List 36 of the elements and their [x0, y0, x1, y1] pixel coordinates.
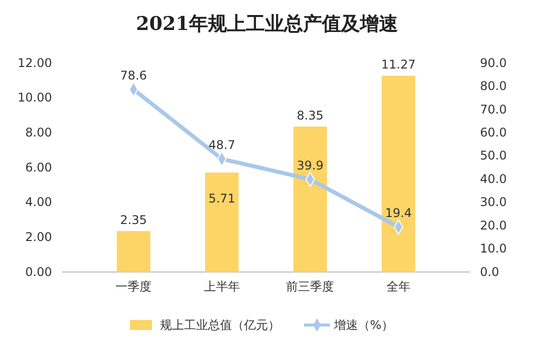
y-tick-label: 0.00 [25, 264, 52, 279]
data-label: 2.35 [120, 213, 147, 228]
bar [382, 76, 416, 272]
y-tick-label: 2.00 [25, 230, 52, 244]
y2-tick-label: 50.0 [480, 148, 507, 163]
data-label: 48.7 [208, 138, 236, 152]
x-tick-label: 前三季度 [286, 280, 334, 294]
y2-tick-label: 20.0 [480, 218, 507, 232]
bar [116, 231, 150, 272]
y2-tick-label: 30.0 [480, 195, 507, 210]
x-tick-label: 全年 [386, 280, 410, 294]
data-label: 78.6 [120, 68, 147, 82]
bar [205, 172, 239, 272]
y-tick-label: 6.00 [25, 160, 52, 174]
data-label: 11.27 [381, 58, 416, 72]
y2-tick-label: 10.0 [480, 242, 507, 256]
y2-tick-label: 0.0 [480, 264, 500, 279]
legend-label: 规上工业总值（亿元） [160, 318, 280, 332]
x-tick-label: 一季度 [116, 280, 152, 294]
y2-tick-label: 60.0 [480, 126, 507, 140]
y2-tick-label: 70.0 [480, 102, 507, 116]
data-label: 19.4 [385, 206, 412, 220]
data-label: 8.35 [296, 108, 324, 123]
y2-tick-label: 80.0 [480, 79, 507, 94]
y-tick-label: 4.00 [25, 195, 52, 210]
data-label: 5.71 [208, 192, 236, 206]
y2-tick-label: 40.0 [480, 172, 507, 186]
y-tick-label: 8.00 [25, 126, 52, 140]
x-tick-label: 上半年 [204, 280, 240, 294]
legend-label: 增速（%） [333, 318, 394, 332]
y-tick-label: 10.00 [18, 90, 52, 105]
y2-tick-label: 90.0 [480, 56, 507, 70]
bar [293, 126, 327, 272]
chart-title: 2021年规上工业总产值及增速 [136, 13, 398, 35]
data-label: 39.9 [296, 158, 324, 172]
y-tick-label: 12.00 [18, 56, 52, 70]
